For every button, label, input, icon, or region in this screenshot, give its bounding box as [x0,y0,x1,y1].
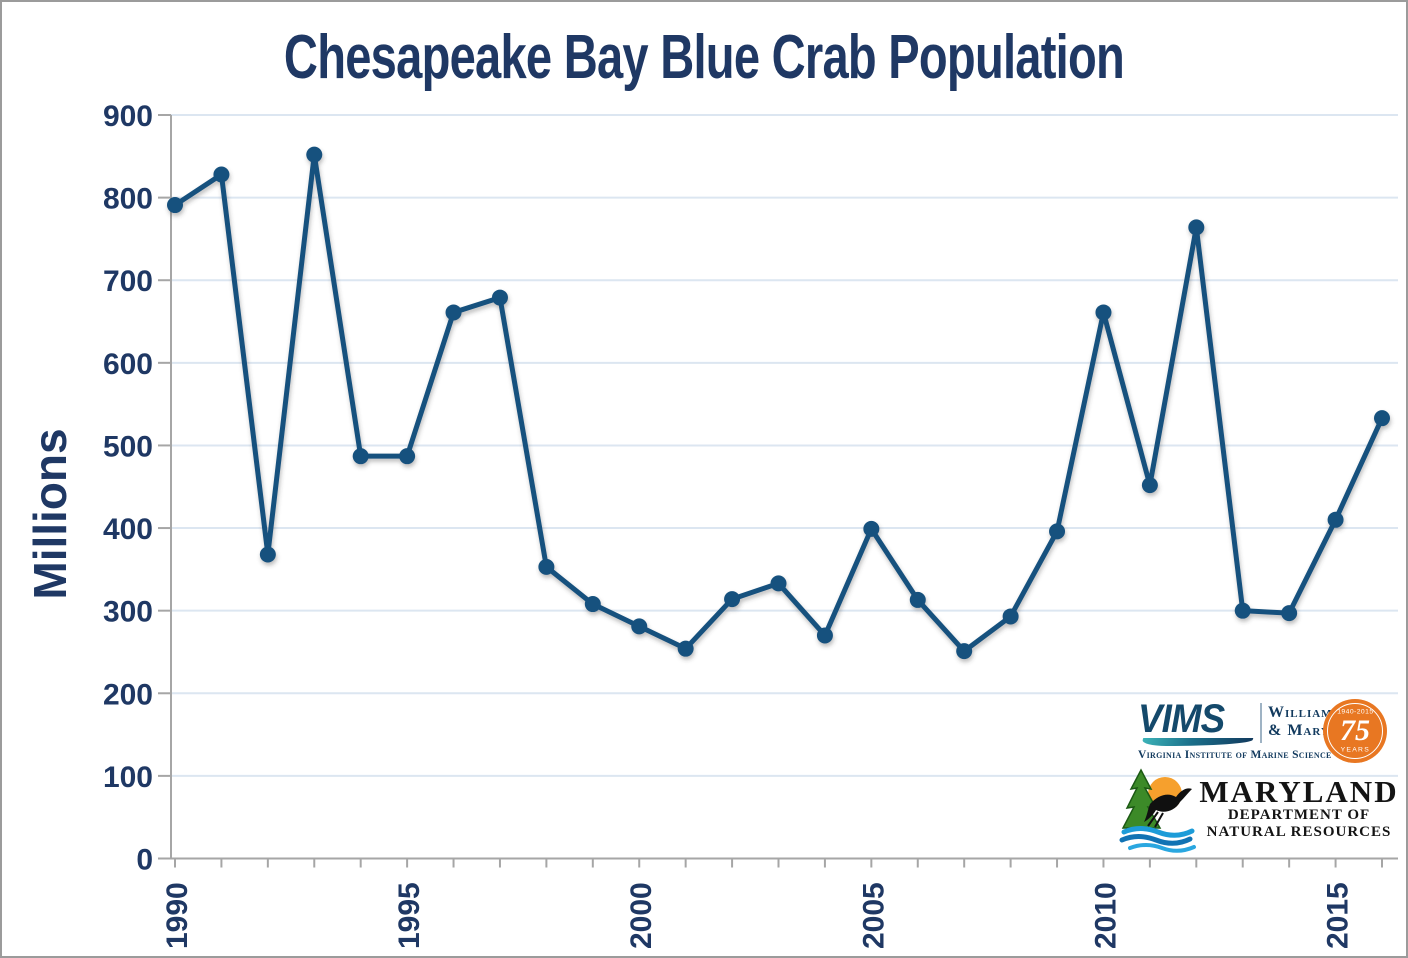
badge-years-range: 1940-2015 [1336,707,1374,716]
william-mary-wordmark: William & Mary [1268,704,1333,740]
wave-icon [1128,843,1196,853]
heron-icon [1144,788,1192,822]
y-tick-label: 700 [103,265,153,298]
maryland-dnr-text: MARYLAND DEPARTMENT OF NATURAL RESOURCES [1198,776,1400,841]
vims-divider [1260,703,1262,743]
mdnr-dept-line1: DEPARTMENT OF [1227,807,1371,823]
data-point-2003 [770,575,787,592]
y-tick-label: 0 [136,844,153,877]
data-point-2000 [631,618,648,635]
wave-icon [1119,834,1193,846]
x-tick-label: 2000 [625,882,658,949]
data-point-1996 [445,304,462,321]
x-tick-label: 1995 [393,882,426,949]
data-point-1994 [352,448,369,465]
mdnr-dept-line2: NATURAL RESOURCES [1206,824,1392,840]
data-point-2008 [1002,608,1019,625]
y-tick-label: 800 [103,183,153,216]
data-point-2012 [1188,219,1205,236]
data-point-2014 [1281,605,1298,622]
population-series [167,146,1390,660]
william-mary-line1: William [1268,704,1333,721]
william-mary-line2: & Mary [1268,722,1330,739]
x-tick-label: 2015 [1322,882,1355,949]
data-point-2011 [1141,477,1158,494]
heron-legs-icon [1147,811,1164,828]
data-point-2007 [956,643,973,660]
chart-title: Chesapeake Bay Blue Crab Population [283,23,1125,92]
data-point-1991 [213,166,230,183]
vims-subtitle: Virginia Institute of Marine Science [1138,749,1332,761]
data-point-2016 [1374,410,1390,427]
y-tick-label: 400 [103,513,153,546]
badge-ring [1327,703,1383,759]
vims-wordmark: VIMS [1138,697,1225,741]
data-point-2015 [1327,511,1344,528]
maryland-wordmark: MARYLAND [1199,774,1399,809]
y-tick-label: 900 [103,100,153,133]
data-point-2002 [724,591,741,608]
data-point-2010 [1095,304,1112,321]
data-point-2004 [816,627,833,644]
vims-logo: VIMS William & Mary Virginia Institute o… [1134,699,1396,767]
x-tick-label: 1990 [161,882,194,949]
data-point-2006 [909,591,926,608]
y-tick-label: 100 [103,761,153,794]
maryland-dnr-art [1119,768,1196,853]
vims-75th-anniversary-badge: 1940-2015 75 YEARS [1323,699,1387,763]
wave-icon [1121,826,1195,838]
data-point-2001 [677,640,694,657]
data-point-2005 [863,520,880,537]
x-tick-label: 2005 [857,882,890,949]
data-point-1995 [399,448,416,465]
data-point-1992 [259,546,276,563]
data-point-2009 [1049,523,1066,540]
data-point-2013 [1234,602,1251,619]
data-point-1990 [167,197,183,214]
maryland-dnr-logo: MARYLAND DEPARTMENT OF NATURAL RESOURCES [1116,768,1400,856]
y-tick-label: 300 [103,596,153,629]
badge-years-label: YEARS [1340,745,1370,754]
y-tick-label: 600 [103,348,153,381]
y-tick-label: 500 [103,430,153,463]
x-tick-label: 2010 [1089,882,1122,949]
y-tick-label: 200 [103,678,153,711]
data-point-1993 [306,146,323,163]
data-point-1998 [538,558,555,575]
vims-swoosh-icon [1140,738,1254,746]
data-point-1999 [584,596,601,613]
data-point-1997 [491,289,508,306]
